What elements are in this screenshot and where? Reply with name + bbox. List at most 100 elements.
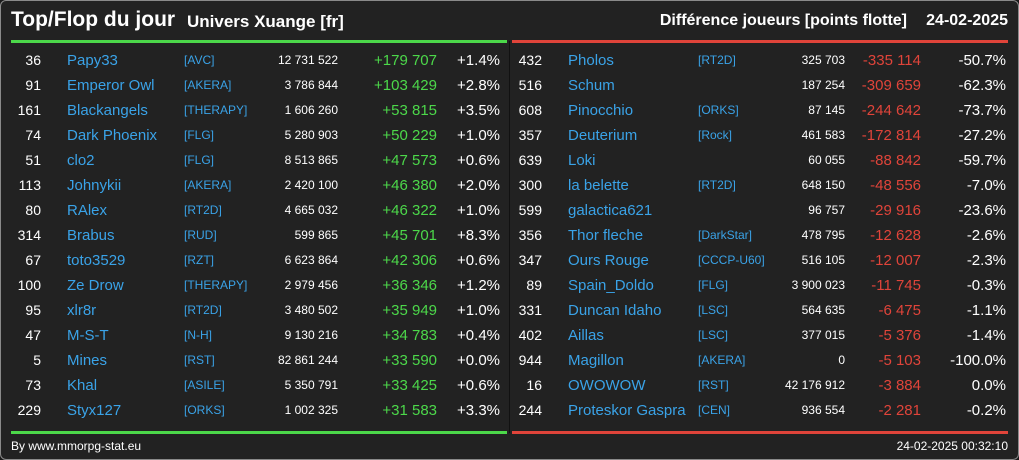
player-name-link[interactable]: Pholos [568, 52, 614, 69]
player-points: 516 105 [801, 253, 845, 267]
alliance-tag-link[interactable]: [CEN] [698, 403, 731, 417]
alliance-tag-link[interactable]: [RT2D] [698, 53, 736, 67]
points-difference: -309 659 [861, 77, 921, 94]
alliance-tag-link[interactable]: [RT2D] [698, 178, 736, 192]
player-name-link[interactable]: la belette [568, 177, 629, 194]
player-name-link[interactable]: RAlex [67, 202, 108, 219]
alliance-tag-link[interactable]: [CCCP-U60] [698, 253, 765, 267]
player-points: 478 795 [801, 228, 845, 242]
player-rank: 5 [33, 352, 41, 368]
alliance-tag-link[interactable]: [RST] [184, 353, 215, 367]
player-name-link[interactable]: clo2 [67, 152, 95, 169]
percent-change: -1.4% [966, 327, 1006, 344]
player-name-link[interactable]: Blackangels [67, 102, 148, 119]
player-name-link[interactable]: Styx127 [67, 402, 122, 419]
player-rank: 51 [25, 152, 41, 168]
player-name-link[interactable]: Ours Rouge [568, 252, 649, 269]
player-points: 2 979 456 [284, 278, 338, 292]
player-name-link[interactable]: Aillas [568, 327, 604, 344]
points-difference: +46 322 [382, 202, 437, 219]
points-difference: -335 114 [862, 52, 921, 69]
points-difference: +47 573 [382, 152, 437, 169]
player-name-link[interactable]: Papy33 [67, 52, 118, 69]
alliance-tag-link[interactable]: [RZT] [184, 253, 214, 267]
player-rank: 432 [518, 52, 542, 68]
player-name-link[interactable]: Emperor Owl [67, 77, 155, 94]
player-name-link[interactable]: Brabus [67, 227, 115, 244]
player-rank: 89 [526, 277, 542, 293]
player-rank: 347 [518, 252, 542, 268]
player-name-link[interactable]: Ze Drow [67, 277, 124, 294]
player-points: 82 861 244 [277, 353, 338, 367]
player-row: 300 la belette [RT2D] 648 150 -48 556 -7.0% [512, 173, 1009, 198]
points-difference: +33 590 [382, 352, 437, 369]
player-name-link[interactable]: Schum [568, 77, 615, 94]
alliance-tag-link[interactable]: [RT2D] [184, 203, 222, 217]
alliance-tag-link[interactable]: [RST] [698, 378, 729, 392]
player-name-link[interactable]: Magillon [568, 352, 624, 369]
percent-change: +0.6% [457, 377, 500, 394]
top-gainers-list: 36 Papy33 [AVC] 12 731 522 +179 707 +1.4% 91 Em… [11, 48, 508, 423]
alliance-tag-link[interactable]: [AKERA] [698, 353, 746, 367]
alliance-tag-link[interactable]: [RT2D] [184, 303, 222, 317]
player-name-link[interactable]: Proteskor Gaspra [568, 402, 686, 419]
player-name-link[interactable]: Loki [568, 152, 596, 169]
player-name-link[interactable]: xlr8r [67, 302, 97, 319]
alliance-tag-link[interactable]: [RUD] [184, 228, 217, 242]
player-name-link[interactable]: galactica621 [568, 202, 653, 219]
player-name-link[interactable]: OWOWOW [568, 377, 646, 394]
percent-change: -100.0% [950, 352, 1006, 369]
player-name-link[interactable]: Johnykii [67, 177, 122, 194]
player-name-link[interactable]: Thor fleche [568, 227, 644, 244]
points-difference: +103 429 [374, 77, 437, 94]
alliance-tag-link[interactable]: [Rock] [698, 128, 733, 142]
percent-change: +3.5% [457, 102, 500, 119]
points-difference: +31 583 [382, 402, 437, 419]
player-points: 3 786 844 [284, 78, 338, 92]
percent-change: -0.2% [966, 402, 1006, 419]
player-points: 5 350 791 [284, 378, 338, 392]
percent-change: +1.0% [457, 202, 500, 219]
alliance-tag-link[interactable]: [AKERA] [184, 78, 232, 92]
player-name-link[interactable]: M-S-T [67, 327, 109, 344]
alliance-tag-link[interactable]: [FLG] [184, 128, 215, 142]
player-rank: 74 [25, 127, 41, 143]
percent-change: +0.0% [457, 352, 500, 369]
player-name-link[interactable]: Mines [67, 352, 108, 369]
metric-title: Différence joueurs [points flotte] [659, 12, 907, 29]
player-name-link[interactable]: Deuterium [568, 127, 638, 144]
alliance-tag-link[interactable]: [AVC] [184, 53, 215, 67]
alliance-tag-link[interactable]: [ORKS] [184, 403, 225, 417]
player-row: 74 Dark Phoenix [FLG] 5 280 903 +50 229 +1.0% [11, 123, 508, 148]
alliance-tag-link[interactable]: [ASILE] [184, 378, 225, 392]
alliance-tag-link[interactable]: [LSC] [698, 328, 729, 342]
player-points: 87 145 [808, 103, 845, 117]
player-name-link[interactable]: toto3529 [67, 252, 126, 269]
alliance-tag-link[interactable]: [THERAPY] [184, 278, 248, 292]
alliance-tag-link[interactable]: [AKERA] [184, 178, 232, 192]
player-rank: 100 [17, 277, 41, 293]
player-row: 113 Johnykii [AKERA] 2 420 100 +46 380 +2.0% [11, 173, 508, 198]
points-difference: +53 815 [382, 102, 437, 119]
alliance-tag-link[interactable]: [THERAPY] [184, 103, 248, 117]
player-name-link[interactable]: Spain_Doldo [568, 277, 654, 294]
points-difference: +46 380 [382, 177, 437, 194]
percent-change: -50.7% [958, 52, 1006, 69]
player-points: 5 280 903 [284, 128, 338, 142]
player-points: 648 150 [801, 178, 845, 192]
alliance-tag-link[interactable]: [FLG] [184, 153, 215, 167]
player-name-link[interactable]: Dark Phoenix [67, 127, 158, 144]
points-difference: -244 642 [861, 102, 921, 119]
points-difference: -12 628 [870, 227, 921, 244]
alliance-tag-link[interactable]: [N-H] [184, 328, 212, 342]
alliance-tag-link[interactable]: [ORKS] [698, 103, 739, 117]
points-difference: -5 376 [878, 327, 921, 344]
player-name-link[interactable]: Pinocchio [568, 102, 634, 119]
points-difference: +45 701 [382, 227, 437, 244]
player-name-link[interactable]: Khal [67, 377, 98, 394]
alliance-tag-link[interactable]: [FLG] [698, 278, 729, 292]
alliance-tag-link[interactable]: [DarkStar] [698, 228, 753, 242]
alliance-tag-link[interactable]: [LSC] [698, 303, 729, 317]
player-name-link[interactable]: Duncan Idaho [568, 302, 662, 319]
player-points: 1 606 260 [284, 103, 338, 117]
